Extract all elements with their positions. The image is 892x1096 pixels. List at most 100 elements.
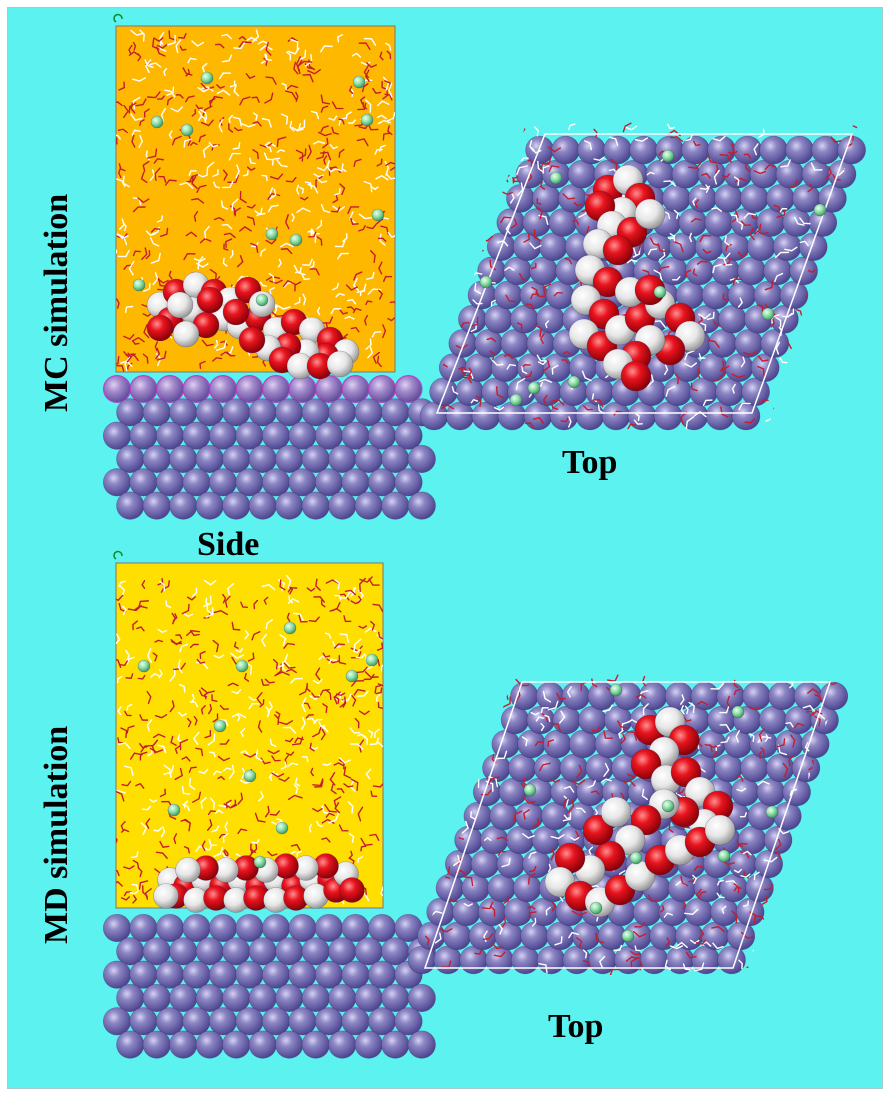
metal-atom	[535, 681, 565, 711]
metal-atom	[169, 983, 198, 1013]
mc-adsorbed-molecule	[146, 271, 360, 380]
ion	[289, 233, 303, 247]
metal-atom	[567, 159, 597, 189]
md-solvent-box	[115, 562, 384, 909]
metal-atom	[493, 280, 523, 310]
metal-atom	[538, 232, 568, 262]
metal-atom	[367, 1007, 397, 1036]
metal-atom	[407, 444, 436, 474]
molecule-atom	[238, 326, 266, 354]
molecule-atom	[175, 857, 201, 883]
metal-atom	[275, 1030, 304, 1059]
metal-atom	[341, 913, 370, 943]
metal-atom	[458, 304, 487, 334]
metal-atom	[367, 913, 397, 943]
metal-atom	[766, 184, 795, 213]
metal-atom	[659, 256, 688, 286]
metal-atom	[169, 398, 198, 427]
metal-atom	[481, 377, 510, 407]
metal-atom	[155, 421, 185, 450]
metal-atom	[463, 801, 492, 831]
metal-atom	[494, 921, 523, 951]
metal-atom	[169, 937, 198, 966]
metal-atom	[354, 398, 383, 427]
metal-atom	[784, 705, 813, 735]
metal-atom	[496, 849, 525, 879]
molecule-atom	[704, 814, 736, 846]
metal-atom	[523, 401, 553, 431]
metal-atom	[684, 897, 713, 927]
metal-atom	[116, 983, 145, 1013]
metal-atom	[819, 681, 849, 711]
metal-atom	[503, 897, 533, 927]
metal-atom	[407, 1030, 436, 1059]
ion	[813, 203, 827, 217]
metal-atom	[129, 421, 158, 450]
metal-atom	[697, 729, 727, 759]
metal-atom	[328, 937, 357, 966]
metal-atom	[810, 705, 839, 735]
metal-atom	[288, 421, 317, 450]
metal-atom	[222, 1030, 251, 1059]
ion	[283, 621, 297, 635]
metal-atom	[275, 491, 304, 520]
ion	[549, 171, 563, 185]
metal-atom	[770, 304, 799, 334]
ion	[567, 375, 581, 389]
metal-atom	[354, 1030, 383, 1059]
ion	[275, 821, 289, 835]
metal-atom	[182, 421, 211, 450]
molecule-atom	[600, 796, 632, 828]
metal-atom	[222, 398, 251, 427]
metal-atom	[461, 873, 490, 903]
metal-atom	[727, 280, 757, 310]
metal-atom	[701, 280, 731, 310]
metal-atom	[288, 1007, 317, 1036]
metal-atom	[500, 329, 530, 358]
molecule-atom	[602, 234, 634, 266]
metal-atom	[627, 401, 657, 431]
metal-atom	[261, 960, 291, 989]
md-ions	[137, 621, 379, 869]
metal-atom	[129, 1007, 158, 1036]
metal-atom	[407, 983, 436, 1013]
metal-atom	[314, 1007, 344, 1036]
metal-atom	[452, 897, 481, 927]
metal-atom	[484, 304, 513, 334]
metal-atom	[248, 444, 277, 474]
metal-atom	[728, 849, 758, 879]
metal-atom	[664, 681, 694, 711]
ion	[365, 653, 379, 667]
metal-atom	[394, 421, 423, 450]
metal-atom	[561, 681, 591, 711]
metal-atom	[142, 491, 171, 520]
metal-atom	[585, 753, 614, 783]
metal-atom	[575, 401, 605, 431]
metal-atom	[505, 825, 535, 855]
metal-atom	[559, 753, 588, 783]
cell-marker-icon	[113, 13, 123, 23]
metal-atom	[489, 801, 518, 831]
metal-atom	[470, 849, 500, 879]
ion	[132, 278, 146, 292]
metal-atom	[756, 208, 786, 237]
metal-atom	[811, 135, 840, 165]
md-adsorbed-molecule	[153, 853, 365, 913]
molecule-atom	[172, 320, 200, 348]
metal-atom	[381, 398, 410, 427]
metal-atom	[328, 1030, 357, 1059]
ion	[621, 929, 635, 943]
metal-atom	[601, 401, 631, 431]
metal-atom	[235, 421, 264, 450]
metal-atom	[354, 983, 383, 1013]
metal-atom	[367, 960, 397, 989]
metal-atom	[116, 1030, 145, 1059]
top-label-lower: Top	[548, 1008, 604, 1045]
metal-atom	[510, 304, 539, 334]
metal-atom	[275, 444, 304, 474]
metal-atom	[487, 873, 516, 903]
ion	[371, 208, 385, 222]
molecule-atom	[614, 824, 646, 856]
metal-atom	[718, 304, 747, 334]
